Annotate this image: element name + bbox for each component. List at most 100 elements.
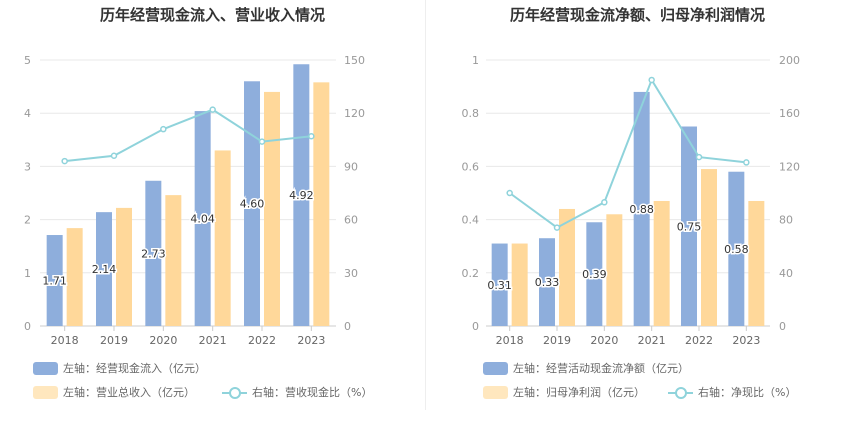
y-tick-label-left: 4 <box>24 107 31 120</box>
bar-2023-s1 <box>293 64 310 327</box>
legend-label: 右轴：营收现金比（%） <box>252 386 373 399</box>
legend-swatch <box>483 385 508 399</box>
chart-panel-left: 历年经营现金流入、营业收入情况 0 0 1 30 2 60 3 90 4 120 5 150 2018 2… <box>24 6 372 400</box>
x-tick-label: 2019 <box>100 334 128 347</box>
bar-2022-s1 <box>244 81 260 326</box>
bar-2023-s1 <box>728 171 745 326</box>
data-label: 2.14 <box>92 263 117 276</box>
bar-2020-s1 <box>145 180 162 326</box>
line-point-2023 <box>308 133 315 140</box>
legend-item-bar1[interactable]: 左轴：经营现金流入（亿元） <box>33 360 206 376</box>
data-label: 4.92 <box>289 189 314 202</box>
y-tick-label-right: 30 <box>344 267 358 280</box>
legend-line-icon <box>668 386 693 399</box>
bar-2023-s2 <box>748 200 765 326</box>
x-tick-label: 2022 <box>248 334 276 347</box>
x-tick-label: 2021 <box>638 334 666 347</box>
bar-2022-s1 <box>681 126 697 326</box>
legend-label: 左轴：归母净利润（亿元） <box>513 386 645 399</box>
y-tick-label-left: 0.8 <box>462 107 480 120</box>
line-point-2023 <box>743 159 750 166</box>
bar-2021-s1 <box>194 111 211 327</box>
y-tick-label-right: 0 <box>779 320 786 333</box>
bar-2018-s2 <box>511 243 528 326</box>
bar-2020-s2 <box>606 214 623 326</box>
data-label: 0.33 <box>535 276 560 289</box>
legend-label: 左轴：经营现金流入（亿元） <box>63 362 206 375</box>
legend-item-bar1[interactable]: 左轴：经营活动现金流净额（亿元） <box>483 360 689 376</box>
bar-2022-s2 <box>701 169 717 326</box>
bar-2022-s2 <box>264 91 280 326</box>
bar-2021-s2 <box>653 200 670 326</box>
data-label: 0.75 <box>677 220 702 233</box>
bar-2018-s1 <box>491 243 508 326</box>
data-label: 0.39 <box>582 268 607 281</box>
line-point-2020 <box>601 199 608 206</box>
x-tick-label: 2020 <box>149 334 177 347</box>
x-tick-label: 2018 <box>496 334 524 347</box>
series-line <box>64 108 312 163</box>
y-tick-label-left: 3 <box>24 160 31 173</box>
chart-title: 历年经营现金流入、营业收入情况 <box>99 6 325 24</box>
bar-2019-s1 <box>96 212 112 326</box>
legend-label: 右轴：净现比（%） <box>698 386 797 399</box>
data-label: 0.58 <box>724 243 749 256</box>
y-tick-label-right: 90 <box>344 160 358 173</box>
data-label: 4.04 <box>190 213 215 226</box>
chart-panel-right: 历年经营现金流净额、归母净利润情况 0 0 0.2 40 0.4 80 0.6 120 0.8 1… <box>425 0 850 437</box>
line-point-2018 <box>506 189 513 197</box>
data-label: 0.31 <box>487 279 512 292</box>
bar-2020-s2 <box>165 195 182 326</box>
x-tick-label: 2021 <box>199 334 227 347</box>
bar-2018-s1 <box>46 235 63 326</box>
chart-title: 历年经营现金流净额、归母净利润情况 <box>509 6 765 24</box>
y-tick-label-left: 5 <box>24 54 31 67</box>
plot-area: 0 0 1 30 2 60 3 90 4 120 5 150 2018 2019 2020 2021 2022 2… <box>24 54 365 347</box>
data-label: 4.60 <box>240 198 265 211</box>
bar-2023-s2 <box>313 82 330 327</box>
legend-item-line[interactable]: 右轴：营收现金比（%） <box>222 384 372 400</box>
y-tick-label-left: 2 <box>24 214 31 227</box>
legend-item-bar2[interactable]: 左轴：营业总收入（亿元） <box>33 384 195 400</box>
legend-label: 左轴：营业总收入（亿元） <box>63 386 195 399</box>
y-tick-label-right: 120 <box>779 160 800 173</box>
bar-2019-s2 <box>116 207 132 326</box>
legend-label: 左轴：经营活动现金流净额（亿元） <box>513 362 689 375</box>
x-tick-label: 2019 <box>543 334 571 347</box>
y-tick-label-right: 160 <box>779 107 800 120</box>
y-tick-label-left: 0.6 <box>462 160 480 173</box>
series-line <box>509 77 747 229</box>
data-label: 0.88 <box>629 203 654 216</box>
y-tick-label-right: 200 <box>779 54 800 67</box>
y-tick-label-right: 120 <box>344 107 365 120</box>
line-point-2020 <box>160 125 167 133</box>
line-point-2018 <box>61 157 68 165</box>
panel-divider <box>425 0 426 410</box>
data-label: 2.73 <box>141 247 166 260</box>
x-tick-label: 2022 <box>685 334 713 347</box>
legend-item-line[interactable]: 右轴：净现比（%） <box>668 384 796 400</box>
legend-item-bar2[interactable]: 左轴：归母净利润（亿元） <box>483 384 645 400</box>
line-point-2022 <box>695 153 703 161</box>
bar-2019-s2 <box>559 208 575 326</box>
y-tick-label-right: 40 <box>779 267 793 280</box>
y-tick-label-right: 150 <box>344 54 365 67</box>
y-tick-label-left: 0 <box>24 320 31 333</box>
line-point-2019 <box>553 224 561 231</box>
y-tick-label-left: 1 <box>24 267 31 280</box>
data-label: 1.71 <box>42 275 67 288</box>
bar-2018-s2 <box>66 228 83 326</box>
y-tick-label-left: 1 <box>472 54 479 67</box>
line-point-2019 <box>110 152 118 160</box>
legend-swatch <box>483 361 508 375</box>
y-tick-label-right: 80 <box>779 214 793 227</box>
y-tick-label-left: 0 <box>472 320 479 333</box>
y-tick-label-left: 0.2 <box>462 267 480 280</box>
plot-area: 0 0 0.2 40 0.4 80 0.6 120 0.8 160 1 200 2018 2019 2020… <box>462 54 801 347</box>
legend-line-icon <box>222 386 247 399</box>
bar-2021-s2 <box>214 150 231 326</box>
line-point-2021 <box>648 76 655 84</box>
legend-swatch <box>33 385 58 399</box>
bar-2019-s1 <box>539 238 555 326</box>
y-tick-label-right: 0 <box>344 320 351 333</box>
